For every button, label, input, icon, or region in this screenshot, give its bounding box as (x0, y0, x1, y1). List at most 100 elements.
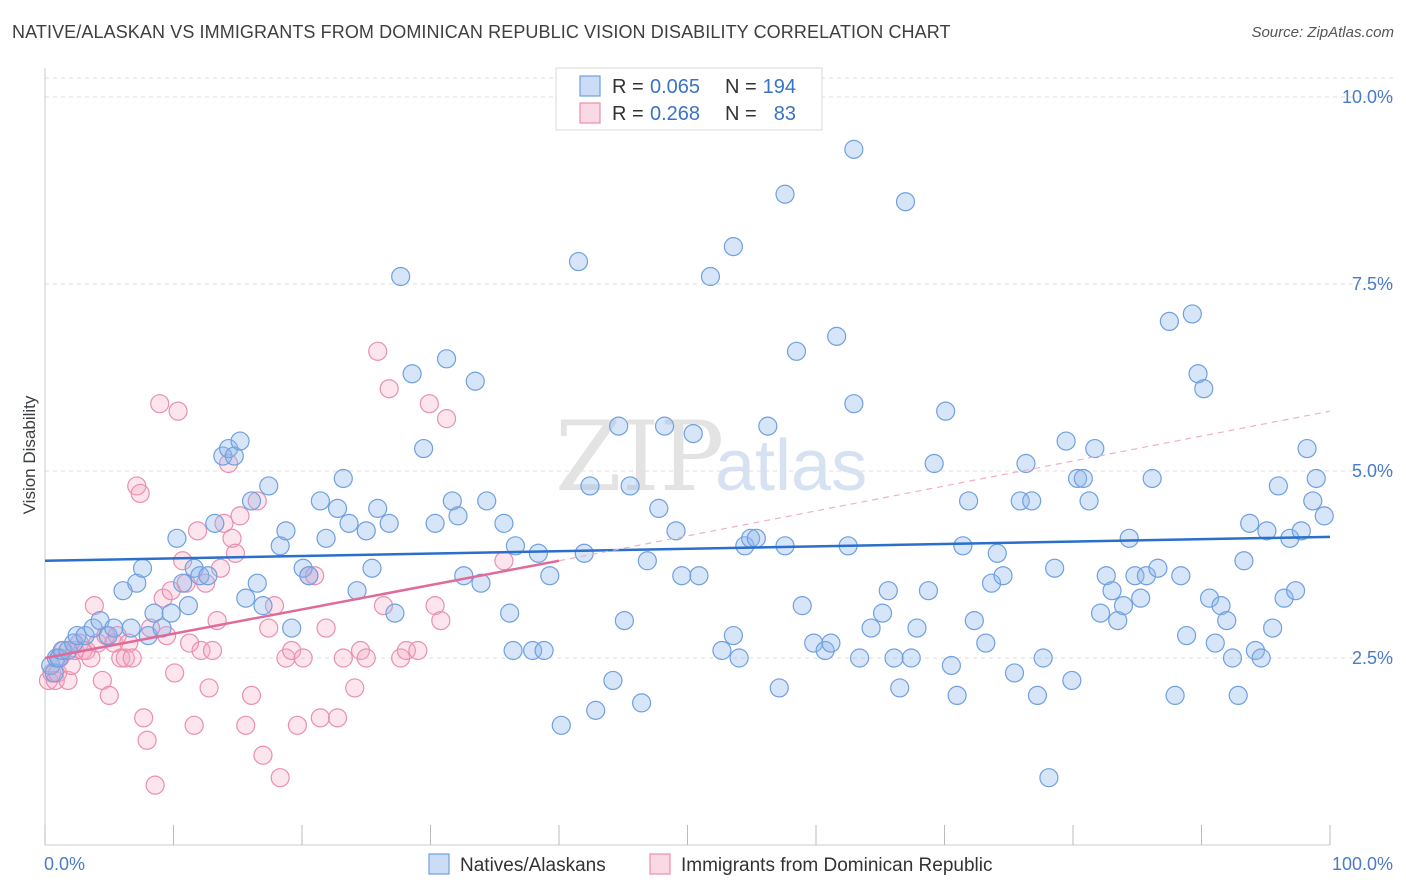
data-point (327, 498, 348, 518)
data-point (316, 528, 336, 548)
data-point (918, 581, 939, 601)
data-point (987, 543, 1007, 563)
data-point (205, 513, 225, 533)
data-point (111, 648, 131, 668)
legend-r-label: R = (612, 76, 644, 98)
data-point (247, 573, 267, 593)
data-point (310, 708, 330, 728)
data-point (165, 663, 185, 683)
data-point (339, 513, 359, 533)
data-point (792, 596, 812, 616)
data-point (609, 416, 629, 436)
data-point (99, 685, 119, 706)
data-point (198, 566, 218, 586)
data-point (1234, 551, 1254, 571)
data-point (1228, 685, 1248, 706)
data-point (293, 648, 313, 668)
data-point (1131, 588, 1151, 608)
data-point (202, 640, 223, 661)
trend-line-immigrants (44, 559, 560, 660)
data-point (471, 573, 491, 593)
data-point (603, 670, 623, 691)
data-point (115, 648, 135, 668)
data-point (1136, 566, 1157, 586)
y-tick-label: 2.5% (1352, 648, 1393, 668)
data-point (168, 401, 188, 421)
data-point (454, 566, 474, 586)
data-point (137, 730, 157, 750)
data-point (1142, 468, 1162, 489)
data-point (270, 536, 290, 556)
data-point (1004, 663, 1025, 683)
data-point (121, 618, 141, 638)
trend-lines (44, 410, 1331, 660)
y-tick-label: 5.0% (1352, 461, 1393, 481)
data-point (953, 536, 973, 556)
data-point (67, 625, 87, 646)
data-point (448, 506, 468, 526)
data-point (1045, 558, 1065, 578)
data-point (620, 476, 640, 496)
bottom-legend: Natives/Alaskans Immigrants from Dominica… (428, 853, 993, 876)
data-point (477, 491, 497, 511)
data-point (122, 648, 142, 668)
data-point (161, 603, 181, 623)
legend-r-label: R = (612, 103, 644, 125)
data-point (1240, 513, 1260, 533)
data-point (758, 416, 778, 436)
data-point (1090, 603, 1111, 623)
data-point (44, 663, 64, 683)
data-point (419, 394, 439, 414)
data-point (1148, 558, 1168, 578)
data-point (379, 513, 399, 533)
data-point (941, 655, 961, 676)
data-point (1171, 566, 1191, 586)
data-point (379, 379, 399, 399)
data-point (1102, 581, 1122, 601)
data-point (179, 633, 200, 653)
data-point (368, 341, 388, 361)
data-point (1022, 491, 1042, 511)
data-point (672, 566, 692, 586)
data-point (666, 521, 686, 541)
legend-r-value: 0.268 (650, 103, 700, 125)
data-point (1297, 438, 1317, 459)
data-point (1165, 685, 1185, 706)
data-point (436, 409, 457, 429)
data-point (1010, 491, 1030, 511)
data-point (259, 618, 279, 638)
data-point (895, 192, 916, 212)
data-point (1062, 670, 1082, 691)
data-point (282, 618, 302, 638)
data-point (299, 566, 319, 586)
data-point (958, 491, 979, 511)
data-point (356, 521, 376, 541)
data-point (75, 625, 95, 646)
data-point (1159, 311, 1179, 331)
data-point (414, 438, 434, 459)
data-point (225, 543, 246, 563)
data-point (500, 603, 520, 623)
data-point (872, 603, 893, 623)
data-point (222, 528, 242, 548)
data-point (1182, 304, 1202, 324)
data-point (230, 431, 250, 451)
data-point (241, 685, 262, 706)
data-point (436, 349, 457, 369)
data-point (224, 446, 244, 466)
data-point (191, 640, 211, 661)
data-point (1251, 648, 1271, 668)
bottom-legend-label-natives: Natives/Alaskans (460, 855, 606, 876)
data-point (494, 513, 514, 533)
bottom-legend-label-immigrants: Immigrants from Dominican Republic (681, 855, 993, 876)
data-point (786, 341, 807, 361)
legend-swatch (579, 102, 601, 124)
data-point (144, 603, 164, 623)
data-point (236, 715, 256, 735)
data-point (614, 610, 634, 631)
data-point (1314, 506, 1334, 526)
data-point (712, 640, 732, 661)
data-point (1033, 648, 1053, 668)
watermark-zip: ZIP (555, 401, 724, 513)
data-point (333, 468, 353, 489)
